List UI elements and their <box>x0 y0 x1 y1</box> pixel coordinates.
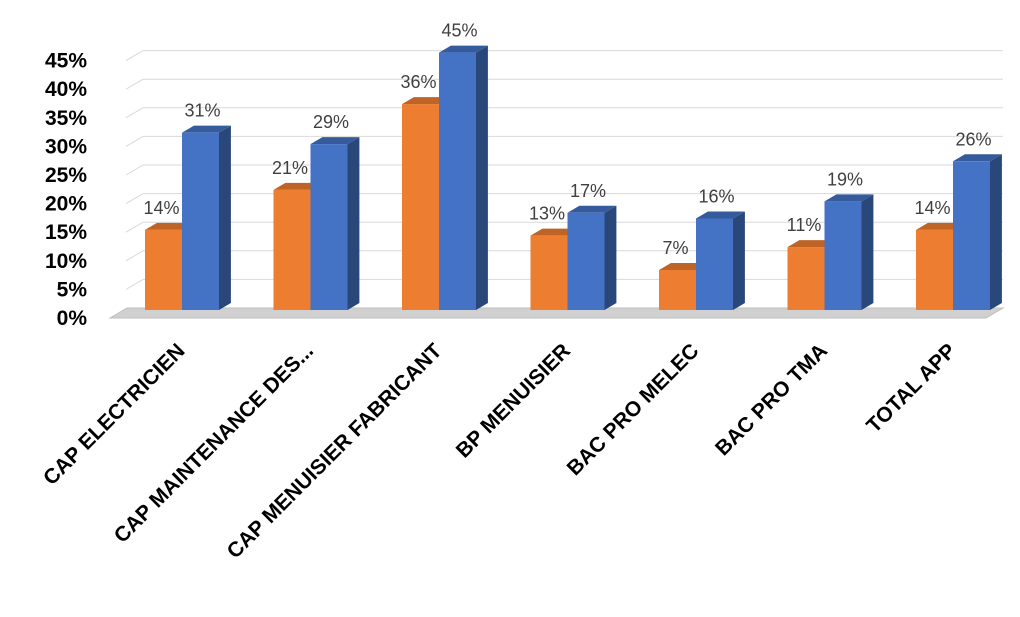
data-label: 17% <box>570 181 606 201</box>
bar-top <box>916 222 965 230</box>
bar-front <box>696 218 733 310</box>
bar-side <box>347 137 360 310</box>
gridline-diagonal <box>125 107 144 119</box>
data-label: 45% <box>441 21 477 41</box>
chart-floor <box>108 307 1005 319</box>
data-label: 14% <box>914 198 950 218</box>
x-tick-label: BP MENUISIER <box>452 339 575 462</box>
bar-blue <box>567 205 617 310</box>
bar-front <box>273 189 311 310</box>
y-tick-label: 5% <box>57 278 88 301</box>
bar-top <box>182 125 231 133</box>
data-label: 29% <box>313 112 349 132</box>
bar-front <box>824 201 862 310</box>
bar-front <box>310 144 348 310</box>
data-labels: 14% 31% 21% 29% 36% 45% 13%17% 7% 16% 11% 19% 14% 26… <box>143 21 991 258</box>
bar-top <box>310 137 360 145</box>
bar-top <box>696 211 745 219</box>
bar-blue <box>696 211 745 310</box>
y-tick-label: 40% <box>45 78 87 101</box>
data-label: 7% <box>662 238 688 258</box>
y-tick-label: 20% <box>45 193 87 216</box>
gridline-diagonal <box>125 193 144 205</box>
gridline-diagonal <box>125 250 144 262</box>
bar-front <box>916 229 953 310</box>
bar-top <box>273 182 323 190</box>
bar-front <box>182 132 219 310</box>
bar-side <box>990 154 1002 310</box>
bar-blue <box>953 154 1002 310</box>
bar-front <box>439 52 476 310</box>
y-tick-label: 25% <box>45 164 87 187</box>
gridline-diagonal <box>125 78 144 90</box>
bar-front <box>402 104 439 310</box>
data-label: 26% <box>955 129 991 149</box>
bar-top <box>787 240 837 248</box>
bar-top <box>145 222 194 230</box>
bar-side <box>219 125 231 311</box>
y-tick-label: 35% <box>45 107 87 130</box>
bar-front <box>787 247 825 310</box>
data-label: 21% <box>272 158 308 178</box>
x-tick-label: TOTAL APP <box>862 339 960 437</box>
bar-front <box>567 212 605 310</box>
bar-top <box>530 228 580 236</box>
data-label: 31% <box>184 101 220 121</box>
bar-top <box>824 194 874 202</box>
gridline-diagonal <box>125 135 144 147</box>
y-tick-label: 10% <box>45 250 87 273</box>
bar-blue <box>310 137 360 310</box>
y-axis: 0% 5% 10% 15% 20% 25% 30% 35% 40% 45% <box>45 50 87 330</box>
gridline-diagonal <box>125 50 144 62</box>
bar-top <box>953 154 1002 162</box>
y-tick-label: 0% <box>57 307 88 330</box>
bar-blue <box>439 45 488 310</box>
gridline-diagonal <box>125 164 144 176</box>
x-tick-label: CAP MENUISIER FABRICANT <box>223 339 447 563</box>
bar-top <box>659 262 708 270</box>
bar-top <box>402 97 451 105</box>
data-label: 13% <box>529 204 565 224</box>
y-tick-label: 15% <box>45 221 87 244</box>
bar-front <box>145 229 182 310</box>
bar-side <box>604 205 617 310</box>
bar-blue <box>824 194 874 310</box>
x-tick-label: BAC PRO TMA <box>711 339 832 460</box>
bar-side <box>861 194 874 310</box>
bar-top <box>567 205 617 213</box>
y-tick-label: 45% <box>45 50 87 73</box>
bar-front <box>530 235 568 310</box>
data-label: 11% <box>787 215 822 235</box>
bars <box>145 45 1002 311</box>
x-tick-label: CAP ELECTRICIEN <box>39 339 189 489</box>
bar-front <box>659 269 696 310</box>
gridline-diagonal <box>125 221 144 233</box>
x-tick-label: BAC PRO MELEC <box>563 339 704 480</box>
bar-blue <box>182 125 231 311</box>
data-label: 19% <box>827 169 863 189</box>
data-label: 36% <box>400 72 436 92</box>
data-label: 16% <box>698 186 734 206</box>
bar-front <box>953 161 990 310</box>
bar-side <box>733 211 745 310</box>
gridline-diagonal <box>125 278 144 290</box>
bar-side <box>476 45 488 310</box>
data-label: 14% <box>143 198 179 218</box>
y-tick-label: 30% <box>45 135 87 158</box>
bar-top <box>439 45 488 53</box>
